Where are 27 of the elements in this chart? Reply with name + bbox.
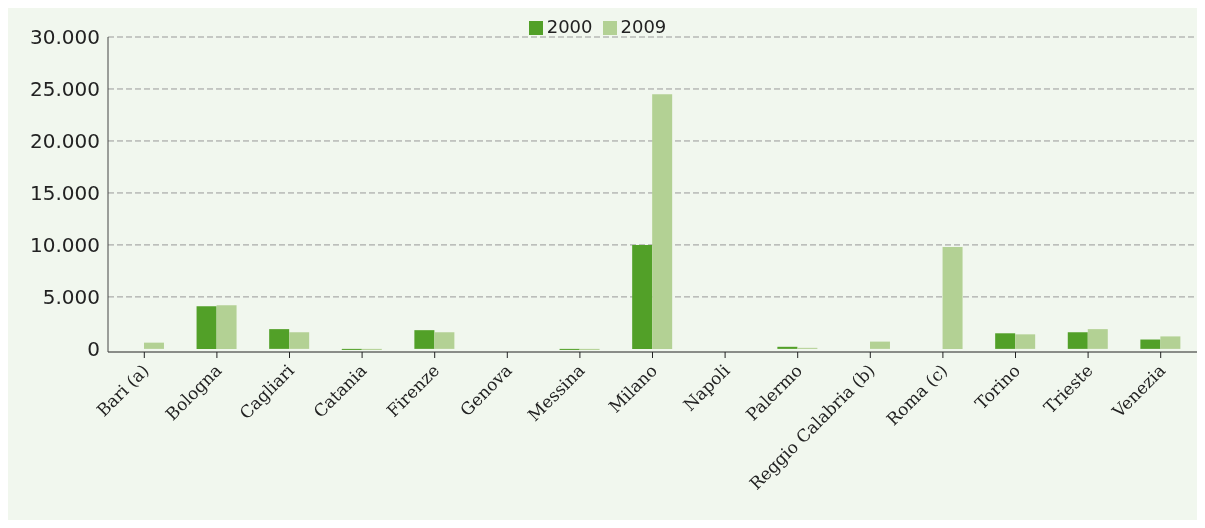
y-tick-label: 25.000 <box>30 77 100 102</box>
bar <box>1140 339 1161 349</box>
bar <box>289 332 310 349</box>
legend-label: 2009 <box>620 16 667 37</box>
bar <box>414 330 435 349</box>
bar <box>269 329 290 349</box>
bar <box>1087 329 1108 349</box>
y-tick-label: 0 <box>87 336 100 361</box>
bar <box>995 333 1016 349</box>
y-tick-label: 5.000 <box>42 285 100 309</box>
y-tick-label: 10.000 <box>30 233 100 258</box>
bar <box>1160 336 1181 349</box>
bar <box>434 332 455 349</box>
bar <box>869 341 890 349</box>
y-tick-label: 30.000 <box>30 25 100 50</box>
bar <box>652 94 673 349</box>
legend-label: 2000 <box>546 16 593 37</box>
bar <box>143 342 164 349</box>
y-tick-label: 15.000 <box>30 181 100 206</box>
y-tick-label: 20.000 <box>30 129 100 154</box>
bar <box>1067 332 1088 349</box>
bar <box>942 247 963 349</box>
bar <box>196 306 217 349</box>
bar <box>1015 334 1036 349</box>
bar <box>632 244 653 349</box>
bar <box>216 305 237 349</box>
bar <box>777 346 798 349</box>
